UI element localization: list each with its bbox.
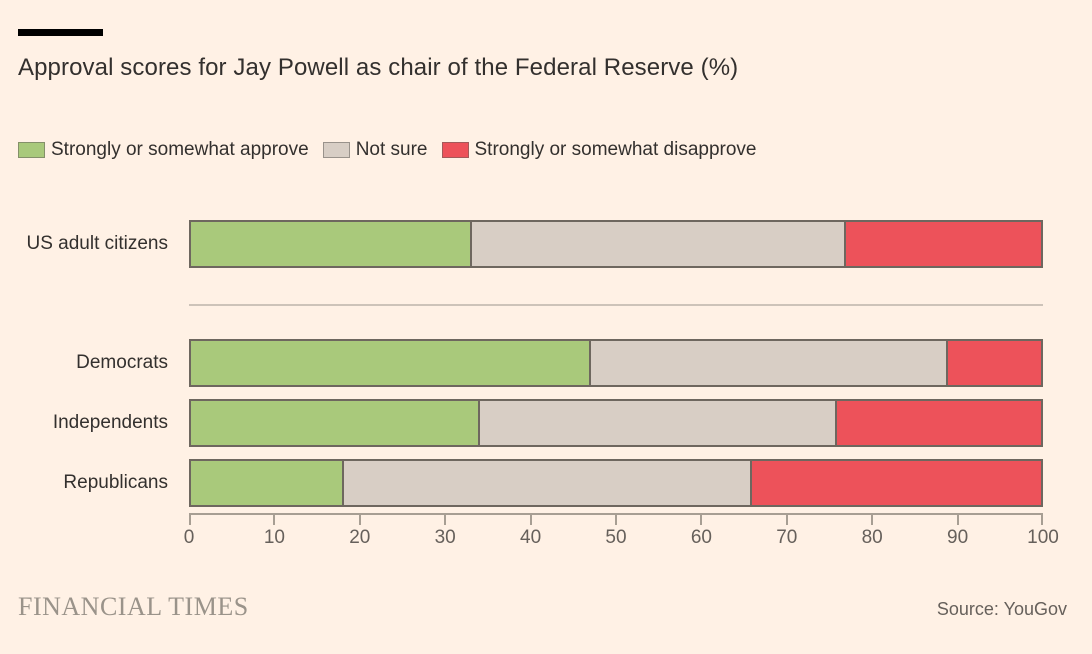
- category-label: US adult citizens: [26, 233, 168, 254]
- axis-tick: [189, 515, 191, 525]
- axis-tick-label: 0: [183, 527, 195, 548]
- bar-segment: [845, 222, 1041, 266]
- bar-segment: [752, 461, 1041, 505]
- source-credit: Source: YouGov: [936, 599, 1067, 619]
- chart-title: Approval scores for Jay Powell as chair …: [18, 54, 739, 81]
- legend: Strongly or somewhat approve Not sure Stro…: [18, 139, 756, 161]
- bar-segment: [191, 461, 344, 505]
- legend-label: Not sure: [355, 139, 428, 160]
- axis-tick-label: 90: [947, 527, 969, 548]
- axis-tick-label: 50: [605, 527, 627, 548]
- legend-swatch-icon: [322, 142, 350, 158]
- axis-tick-label: 60: [690, 527, 712, 548]
- axis-tick-label: 40: [520, 527, 542, 548]
- axis-tick: [444, 515, 447, 525]
- bar-segment: [947, 341, 1041, 385]
- axis-tick: [358, 515, 361, 525]
- bar-row: [189, 459, 1043, 507]
- ft-logo: FINANCIAL TIMES: [18, 592, 249, 621]
- x-axis-labels: 0 10 20 30 40 50 60 70 80 90 100: [184, 527, 1059, 551]
- axis-tick: [273, 515, 276, 525]
- legend-item: Strongly or somewhat approve: [18, 139, 309, 161]
- legend-item: Not sure: [322, 139, 428, 161]
- axis-tick-label: 30: [434, 527, 456, 548]
- x-axis: [189, 513, 1043, 527]
- axis-tick-label: 100: [1027, 527, 1059, 548]
- ft-accent-bar: [18, 29, 103, 36]
- bar-row: [189, 220, 1043, 268]
- axis-tick: [1041, 515, 1043, 525]
- axis-tick-label: 70: [776, 527, 798, 548]
- category-label: Democrats: [76, 352, 168, 373]
- bar-row: [189, 339, 1043, 387]
- legend-swatch-icon: [441, 142, 469, 158]
- bar-segment: [191, 222, 472, 266]
- axis-tick: [785, 515, 788, 525]
- bar-segment: [480, 401, 837, 445]
- bar-segment: [344, 461, 752, 505]
- bar-row: [189, 399, 1043, 447]
- bar-segment: [471, 222, 846, 266]
- axis-tick: [956, 515, 959, 525]
- axis-tick: [529, 515, 532, 525]
- legend-swatch-icon: [18, 142, 45, 158]
- axis-tick: [615, 515, 617, 525]
- axis-tick: [871, 515, 874, 525]
- legend-item: Strongly or somewhat disapprove: [441, 139, 757, 161]
- group-separator: [189, 304, 1043, 306]
- legend-label: Strongly or somewhat disapprove: [474, 139, 757, 160]
- category-label: Independents: [52, 412, 168, 433]
- axis-tick-label: 80: [861, 527, 883, 548]
- bar-segment: [837, 401, 1041, 445]
- bar-segment: [590, 341, 948, 385]
- legend-label: Strongly or somewhat approve: [51, 139, 309, 160]
- category-label: Republicans: [63, 472, 168, 493]
- bar-segment: [191, 341, 591, 385]
- axis-tick-label: 10: [263, 527, 285, 548]
- bar-segment: [191, 401, 480, 445]
- axis-tick: [700, 515, 703, 525]
- axis-tick-label: 20: [349, 527, 371, 548]
